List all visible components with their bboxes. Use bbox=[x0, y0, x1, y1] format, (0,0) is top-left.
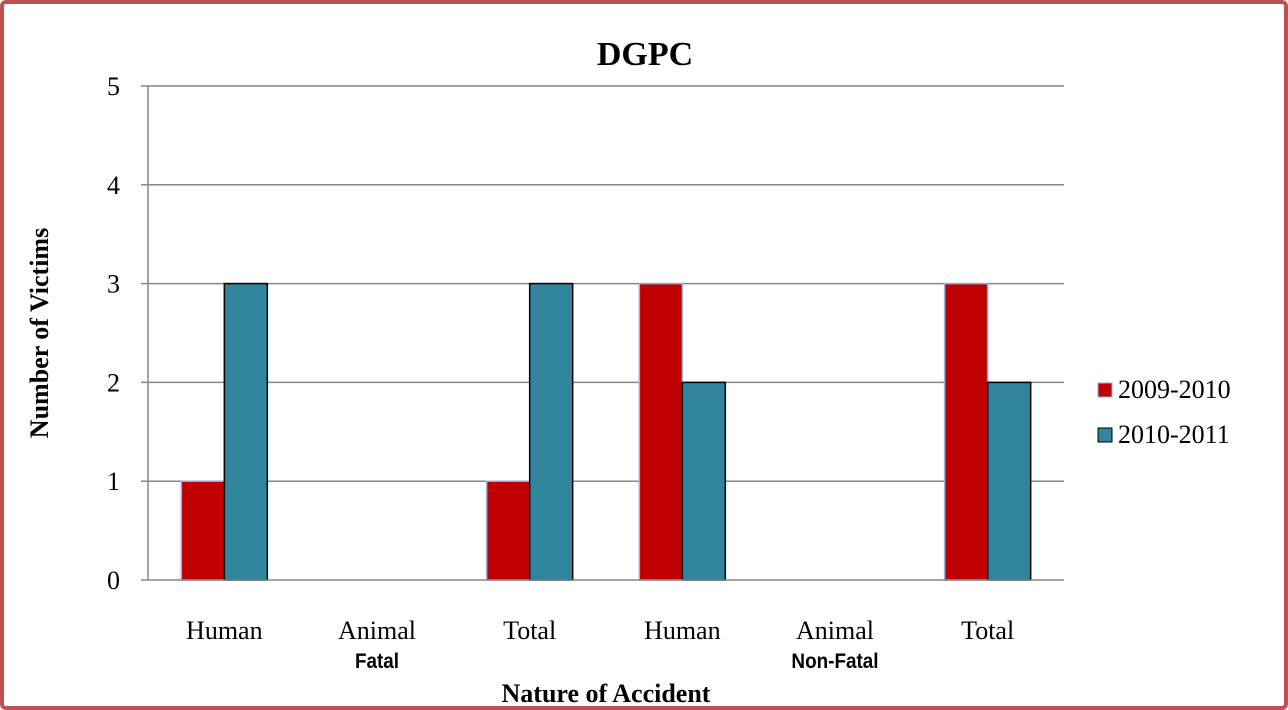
bar-2009-2010-human-0 bbox=[180, 480, 226, 581]
y-tick-label: 3 bbox=[107, 270, 120, 299]
axes bbox=[147, 86, 1064, 581]
bar-2009-2010-total-2 bbox=[485, 480, 531, 581]
legend-swatch bbox=[1097, 427, 1113, 443]
y-tick-label: 5 bbox=[107, 72, 120, 101]
gridlines bbox=[141, 85, 1064, 581]
legend-label: 2010-2011 bbox=[1118, 420, 1230, 449]
y-tick-label: 2 bbox=[107, 368, 120, 397]
x-tick-label: Animal bbox=[338, 616, 416, 645]
bar-2010-2011-human-3 bbox=[681, 381, 727, 581]
x-tick-label: Total bbox=[503, 616, 556, 645]
x-tick-label: Human bbox=[644, 616, 721, 645]
bar-2009-2010-total-5 bbox=[943, 282, 989, 581]
x-group-labels: Fatal Non-Fatal bbox=[355, 650, 879, 673]
legend-label: 2009-2010 bbox=[1118, 375, 1231, 404]
bar-2009-2010-human-3 bbox=[638, 282, 684, 581]
x-tick-label: Animal bbox=[796, 616, 874, 645]
legend: 2009-2010 2010-2011 bbox=[1097, 375, 1231, 449]
x-tick-label: Total bbox=[961, 616, 1014, 645]
bar-2010-2011-human-0 bbox=[223, 282, 269, 581]
bar-2010-2011-total-2 bbox=[528, 282, 574, 581]
y-tick-label: 0 bbox=[107, 566, 120, 595]
y-tick-labels: 0 1 2 3 4 5 bbox=[107, 72, 120, 595]
chart-title: DGPC bbox=[597, 36, 693, 73]
y-tick-label: 4 bbox=[107, 171, 120, 200]
x-tick-label: Human bbox=[186, 616, 263, 645]
y-tick-label: 1 bbox=[107, 467, 120, 496]
x-axis-label: Nature of Accident bbox=[502, 679, 711, 708]
x-group-label: Non-Fatal bbox=[791, 650, 878, 673]
bars bbox=[180, 282, 1032, 581]
bar-2010-2011-total-5 bbox=[986, 381, 1032, 581]
legend-swatch bbox=[1097, 382, 1113, 398]
y-axis-label: Number of Victims bbox=[25, 228, 54, 438]
x-group-label: Fatal bbox=[355, 650, 399, 673]
x-tick-labels: Human Animal Total Human Animal Total bbox=[186, 616, 1014, 645]
